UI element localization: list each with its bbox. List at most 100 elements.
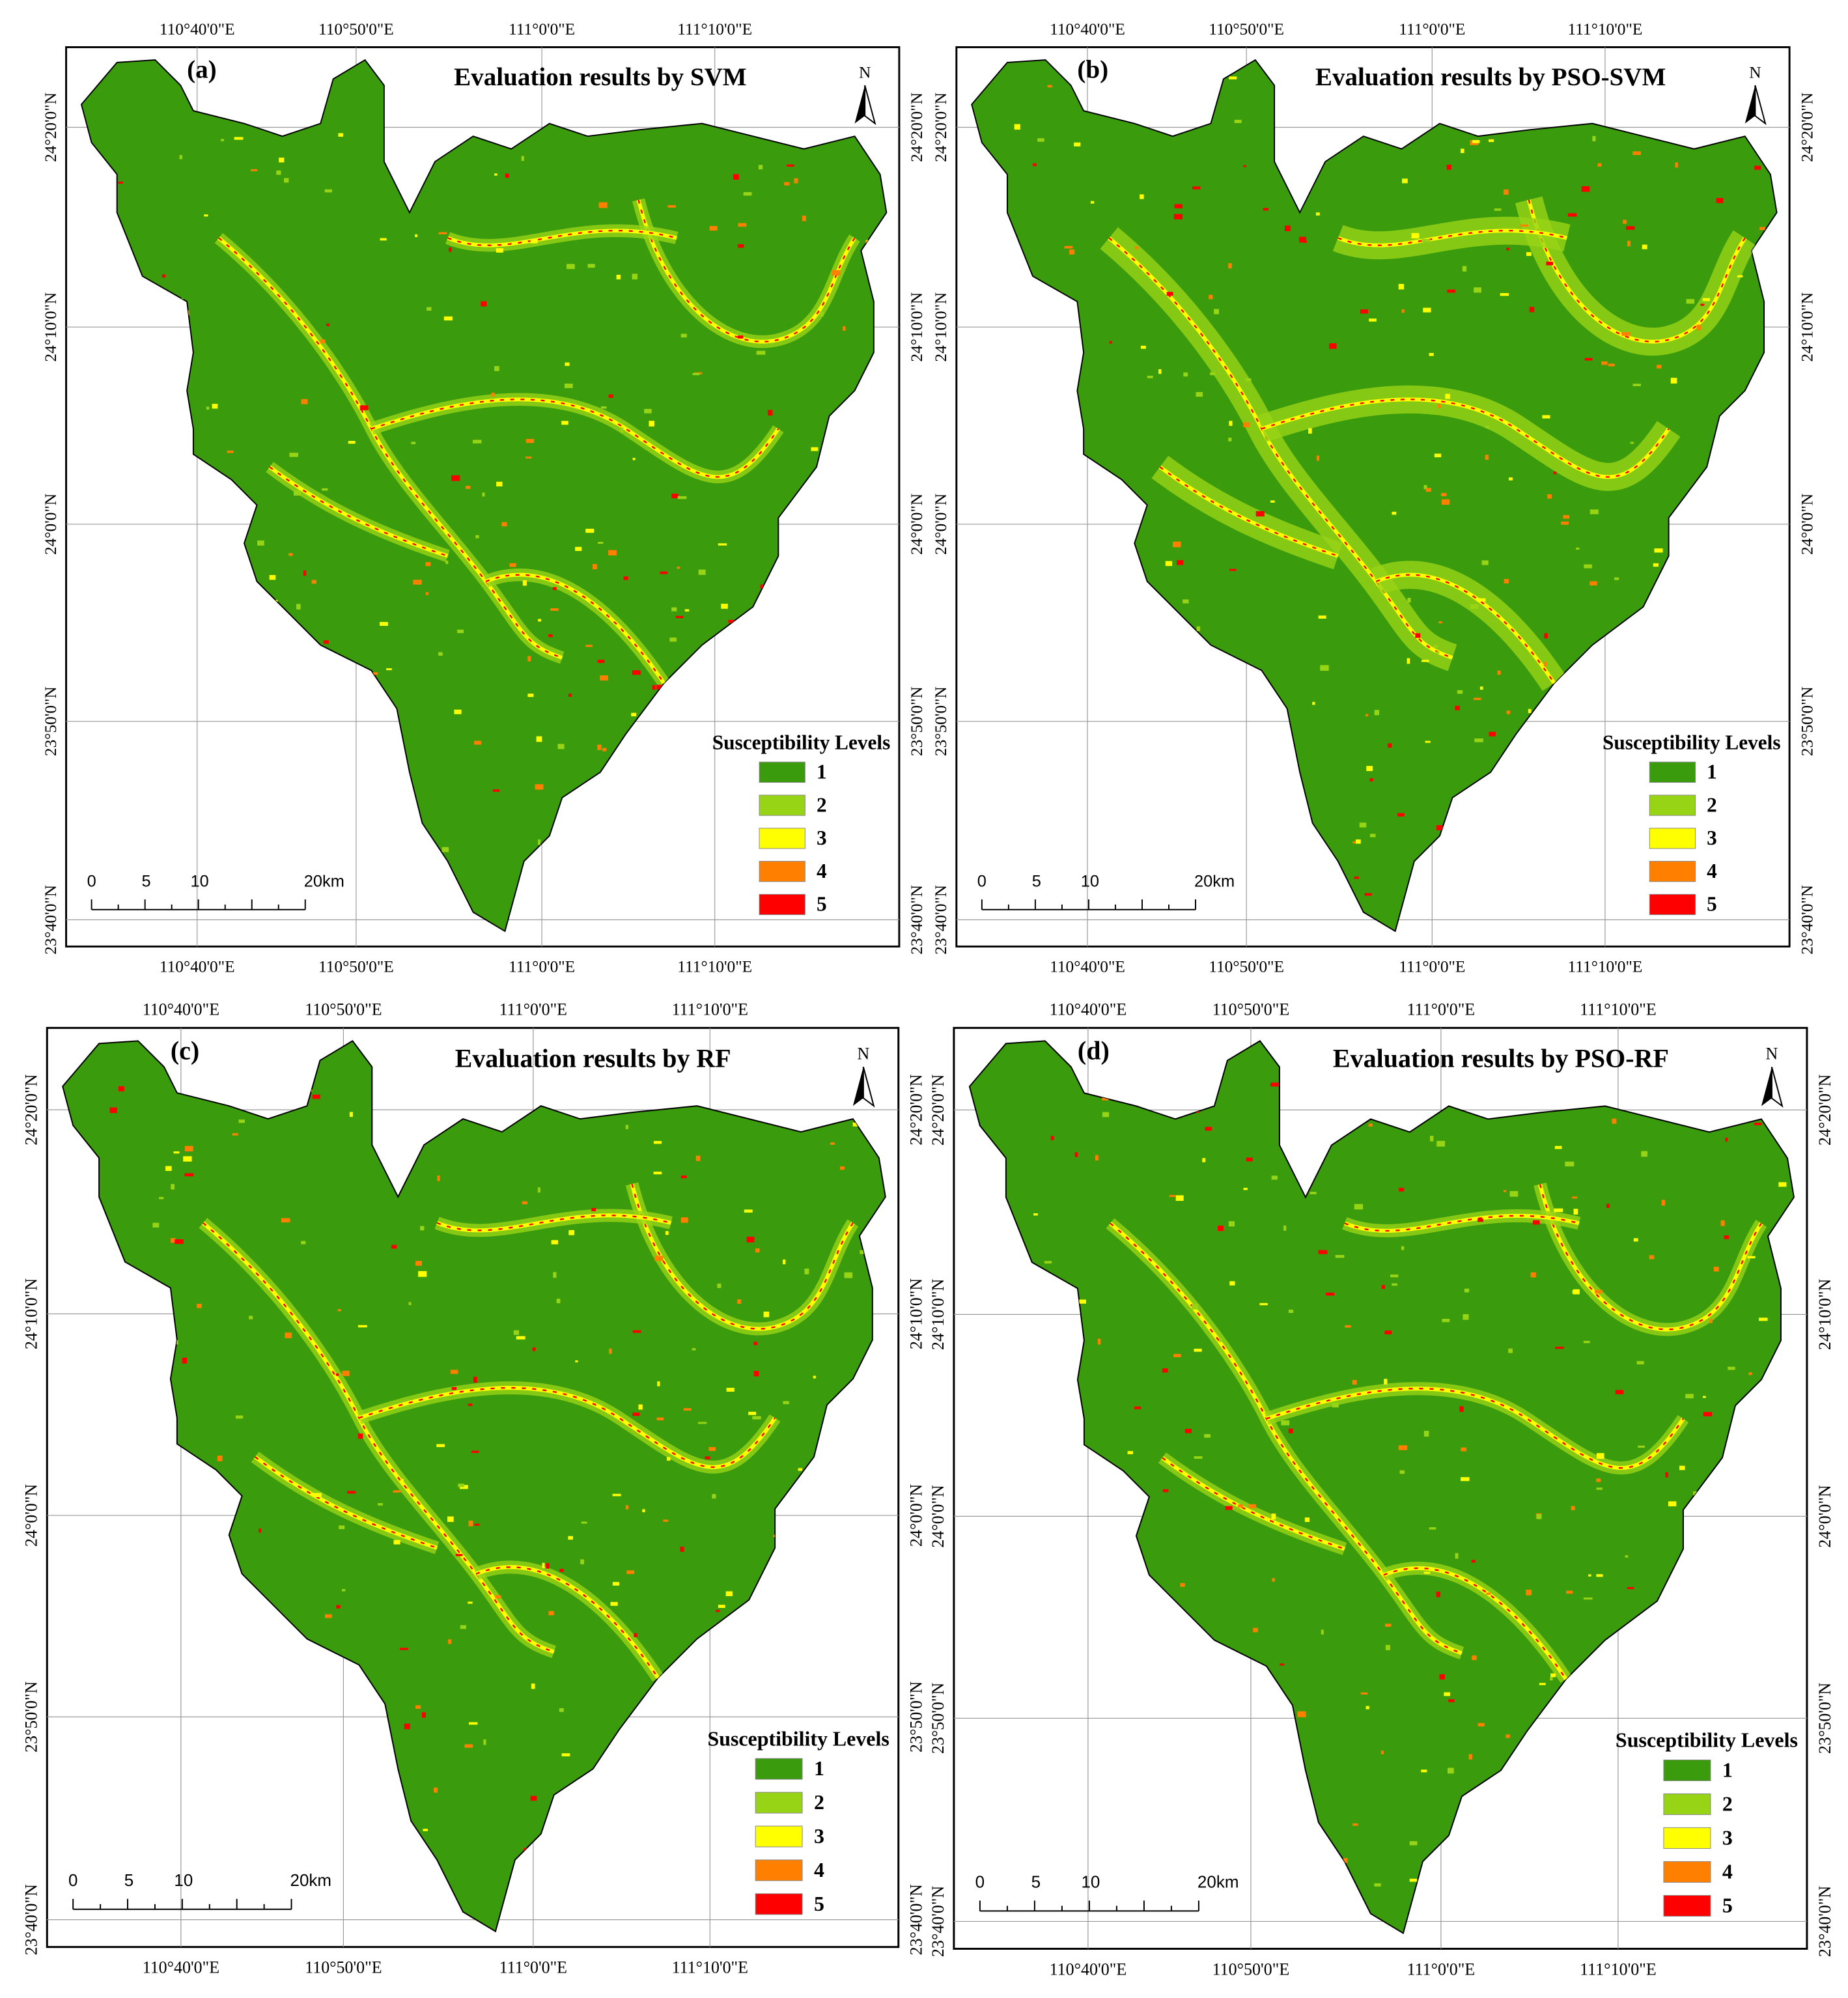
- zone-level-3: [636, 199, 856, 344]
- speckle: [692, 1348, 696, 1351]
- speckle: [591, 1207, 596, 1211]
- speckle: [1127, 1451, 1134, 1455]
- longitude-label: 111°0'0"E: [1399, 20, 1465, 38]
- north-arrow: [862, 1067, 875, 1108]
- speckle: [1447, 1767, 1454, 1774]
- latitude-label: 23°40'0"N: [21, 1884, 40, 1955]
- speckle: [1335, 1255, 1345, 1258]
- speckle: [232, 1133, 238, 1136]
- speckle: [170, 1238, 176, 1243]
- scale-label: 5: [142, 873, 151, 891]
- speckle: [1074, 1152, 1078, 1157]
- speckle: [1368, 1123, 1373, 1127]
- legend-label: 1: [1707, 761, 1717, 783]
- longitude-label: 110°50'0"E: [1212, 1000, 1290, 1019]
- zone-level-5: [269, 466, 448, 557]
- speckle: [677, 496, 687, 499]
- speckle: [737, 244, 744, 248]
- speckle: [339, 1525, 345, 1530]
- speckle: [386, 668, 392, 671]
- speckle: [1448, 1699, 1455, 1702]
- speckle: [1407, 658, 1410, 664]
- speckle: [303, 570, 307, 576]
- speckle: [1455, 1553, 1459, 1559]
- speckle: [1423, 1431, 1429, 1437]
- speckle: [692, 373, 700, 376]
- speckle: [738, 335, 744, 339]
- speckle: [468, 1601, 473, 1604]
- speckle: [1069, 249, 1075, 255]
- speckle: [118, 181, 124, 184]
- speckle: [752, 1416, 761, 1420]
- speckle: [335, 1373, 339, 1376]
- legend-title: Susceptibility Levels: [707, 1727, 889, 1750]
- longitude-label: 110°40'0"E: [1050, 1960, 1127, 1978]
- speckle: [1447, 289, 1456, 293]
- speckle: [580, 1559, 584, 1565]
- speckle: [285, 1332, 292, 1338]
- speckle: [301, 399, 308, 404]
- speckle: [1550, 1677, 1553, 1681]
- longitude-label: 111°10'0"E: [1568, 20, 1643, 38]
- legend-swatch: [1649, 828, 1696, 849]
- speckle: [1621, 331, 1631, 336]
- latitude-label: 23°40'0"N: [908, 885, 926, 955]
- speckle: [1369, 778, 1373, 781]
- north-arrow: [1771, 1067, 1784, 1108]
- speckle: [638, 1404, 643, 1410]
- longitude-label: 110°50'0"E: [318, 957, 394, 976]
- speckle: [1686, 299, 1695, 304]
- speckle: [494, 366, 499, 371]
- speckle: [1612, 1118, 1617, 1124]
- speckle: [449, 247, 452, 252]
- scale-label: 0: [975, 1872, 985, 1891]
- speckle: [1581, 186, 1590, 192]
- speckle: [705, 1456, 710, 1459]
- speckle: [269, 574, 276, 580]
- speckle: [1411, 232, 1420, 239]
- legend-label: 2: [814, 1791, 824, 1814]
- speckle: [337, 1309, 341, 1312]
- speckle: [1415, 633, 1421, 638]
- speckle: [522, 580, 527, 586]
- speckle: [1102, 1112, 1110, 1118]
- speckle: [400, 1478, 404, 1483]
- speckle: [1429, 352, 1434, 356]
- speckle: [1685, 1394, 1694, 1399]
- speckle: [557, 744, 565, 750]
- speckle: [1064, 246, 1073, 249]
- speckle: [418, 1271, 427, 1277]
- latitude-label: 23°50'0"N: [1815, 1682, 1834, 1754]
- speckle: [610, 1601, 618, 1606]
- speckle: [109, 1107, 117, 1114]
- longitude-label: 110°50'0"E: [1209, 957, 1284, 976]
- speckle: [1576, 547, 1580, 550]
- speckle: [464, 1744, 473, 1748]
- speckle: [391, 1245, 397, 1249]
- speckle: [1196, 392, 1203, 397]
- speckle: [559, 1569, 564, 1572]
- legend-swatch: [1663, 1827, 1711, 1849]
- speckle: [1542, 415, 1550, 419]
- speckle: [1320, 665, 1329, 671]
- speckle: [1352, 841, 1359, 844]
- speckle: [1134, 246, 1139, 249]
- speckle: [1177, 560, 1184, 565]
- speckle: [632, 457, 636, 460]
- longitude-label: 111°10'0"E: [672, 1958, 748, 1977]
- legend-label: 2: [1707, 793, 1717, 816]
- speckle: [1696, 324, 1701, 331]
- speckle: [1596, 1453, 1604, 1459]
- latitude-label: 24°20'0"N: [907, 1074, 926, 1145]
- speckle: [1488, 139, 1494, 143]
- zone-level-3: [358, 1386, 777, 1469]
- speckle: [1489, 731, 1496, 737]
- speckle: [473, 1377, 477, 1383]
- legend-swatch: [755, 1792, 803, 1814]
- speckle: [698, 569, 706, 575]
- speckle: [1237, 1504, 1243, 1508]
- susceptibility-raster: [117, 72, 882, 900]
- latitude-label: 24°10'0"N: [907, 1278, 926, 1349]
- speckle: [1033, 163, 1037, 167]
- legend-label: 5: [1722, 1893, 1733, 1917]
